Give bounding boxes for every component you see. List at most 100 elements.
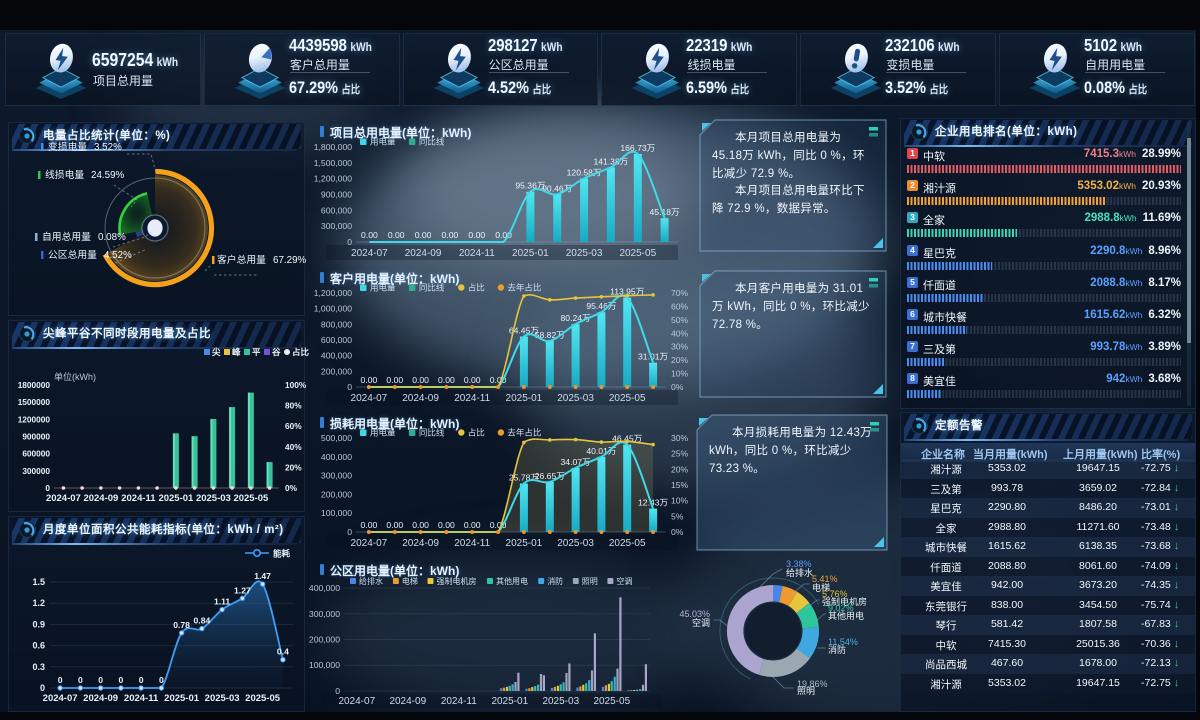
svg-text:2024-07: 2024-07 [351,393,388,404]
svg-text:照明: 照明 [582,577,598,586]
svg-text:0: 0 [98,675,103,685]
svg-text:113.95万: 113.95万 [610,287,645,297]
svg-text:空调: 空调 [692,617,710,628]
svg-text:1.5: 1.5 [32,577,45,587]
svg-text:0.84: 0.84 [194,616,211,626]
svg-text:46.45万: 46.45万 [612,434,643,444]
svg-text:占比: 占比 [468,428,485,438]
svg-text:去年占比: 去年占比 [507,428,541,438]
svg-text:自用总用量: 自用总用量 [42,230,91,243]
svg-text:24.59%: 24.59% [91,170,125,181]
svg-text:0.78: 0.78 [173,620,190,630]
svg-text:1,200,000: 1,200,000 [314,174,352,184]
svg-text:20%: 20% [671,464,689,474]
svg-text:0.00: 0.00 [361,520,378,530]
svg-text:3.52%: 3.52% [94,142,122,153]
svg-text:占比: 占比 [468,283,485,293]
svg-text:2024-11: 2024-11 [454,538,490,549]
svg-text:同比线: 同比线 [419,283,445,293]
svg-text:空调: 空调 [616,576,632,586]
svg-text:用电量: 用电量 [370,283,396,293]
svg-text:0: 0 [347,382,352,392]
svg-text:5%: 5% [671,511,684,521]
svg-text:2025-01: 2025-01 [506,393,543,404]
svg-text:100,000: 100,000 [321,508,352,518]
svg-text:尖: 尖 [212,347,221,357]
svg-text:变损电量: 变损电量 [48,140,87,153]
svg-text:0.00: 0.00 [464,375,481,385]
svg-text:强制电机房: 强制电机房 [437,576,477,586]
svg-text:0.3: 0.3 [32,662,45,672]
svg-text:26.65万: 26.65万 [535,471,566,481]
svg-text:公区总用量: 公区总用量 [48,248,97,261]
svg-text:400,000: 400,000 [309,583,340,593]
svg-text:给排水: 给排水 [786,567,813,578]
svg-text:9.02%: 9.02% [828,603,854,613]
svg-text:线损电量: 线损电量 [45,168,84,181]
svg-text:2025-05: 2025-05 [593,696,630,707]
svg-text:2024-11: 2024-11 [441,696,477,707]
svg-text:60%: 60% [285,421,302,431]
svg-text:45.18万: 45.18万 [650,207,681,217]
svg-text:2025-05: 2025-05 [609,538,646,549]
svg-text:2025-05: 2025-05 [233,493,269,504]
svg-text:45.03%: 45.03% [679,609,710,619]
svg-text:0%: 0% [671,382,684,392]
svg-text:95.36万: 95.36万 [515,181,546,191]
svg-text:峰: 峰 [232,347,241,357]
svg-text:50%: 50% [671,315,689,325]
svg-text:其他用电: 其他用电 [496,576,528,586]
svg-text:0.00: 0.00 [490,375,507,385]
svg-text:4.52%: 4.52% [104,250,132,261]
svg-text:500,000: 500,000 [321,433,352,443]
svg-text:25%: 25% [671,449,689,459]
svg-text:1,500,000: 1,500,000 [314,158,352,168]
svg-text:2024-09: 2024-09 [83,693,118,704]
svg-text:消防: 消防 [547,576,563,586]
svg-text:0.00: 0.00 [361,230,378,240]
svg-text:5.41%: 5.41% [812,574,838,584]
svg-text:2024-09: 2024-09 [405,248,442,259]
svg-text:300,000: 300,000 [321,471,352,481]
svg-text:19.86%: 19.86% [797,679,828,689]
svg-text:照明: 照明 [797,686,815,696]
svg-text:电梯: 电梯 [402,576,418,586]
svg-text:0.6: 0.6 [32,641,45,651]
svg-text:占比: 占比 [292,347,310,357]
svg-text:0: 0 [78,675,83,685]
svg-text:0: 0 [40,683,45,693]
svg-text:2025-03: 2025-03 [557,393,594,404]
svg-text:95.46万: 95.46万 [586,301,617,311]
svg-text:10%: 10% [671,496,689,506]
svg-text:60%: 60% [671,301,689,311]
svg-text:200,000: 200,000 [309,635,340,645]
svg-text:2025-05: 2025-05 [619,248,656,259]
svg-text:0.00: 0.00 [438,520,455,530]
svg-text:900,000: 900,000 [321,190,352,200]
svg-text:2024-11: 2024-11 [121,493,156,504]
svg-text:2025-01: 2025-01 [506,538,543,549]
svg-text:0: 0 [119,675,124,685]
svg-text:1800000: 1800000 [18,380,51,390]
svg-text:谷: 谷 [271,347,281,357]
svg-text:0.00: 0.00 [442,230,459,240]
svg-text:300,000: 300,000 [309,609,340,619]
svg-text:300,000: 300,000 [321,221,352,231]
svg-text:2024-09: 2024-09 [389,696,426,707]
svg-text:0.00: 0.00 [361,375,378,385]
svg-text:2025-03: 2025-03 [205,693,240,704]
svg-text:0.00: 0.00 [438,375,455,385]
svg-text:2025-01: 2025-01 [491,696,528,707]
svg-text:0.4: 0.4 [277,647,289,657]
svg-text:800,000: 800,000 [321,319,352,329]
svg-text:2024-11: 2024-11 [454,393,490,404]
svg-text:25.78万: 25.78万 [509,473,540,483]
svg-text:其他用电: 其他用电 [828,610,864,621]
svg-text:166.73万: 166.73万 [620,143,655,153]
svg-text:2024-07: 2024-07 [46,493,81,504]
svg-text:0.00: 0.00 [490,520,507,530]
svg-text:1,200,000: 1,200,000 [314,288,352,298]
svg-text:0.00: 0.00 [468,230,485,240]
svg-text:400,000: 400,000 [321,351,352,361]
svg-text:用电量: 用电量 [370,137,396,147]
